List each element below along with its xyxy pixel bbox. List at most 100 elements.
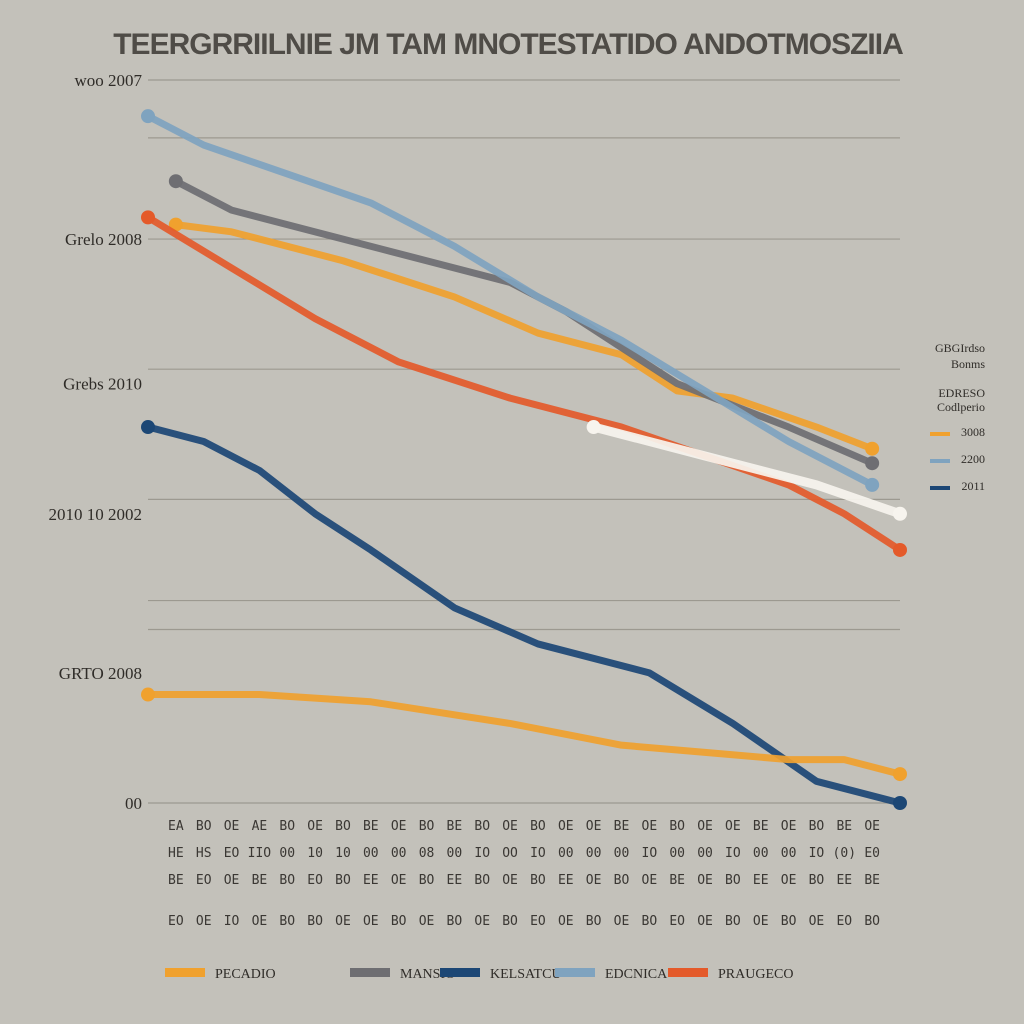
x-tick-label: OE <box>614 914 630 929</box>
data-point <box>893 542 907 557</box>
x-tick-label: BE <box>168 873 184 888</box>
y-tick-label: Grelo 2008 <box>65 230 142 249</box>
x-tick-label: OE <box>224 819 240 834</box>
data-point <box>586 420 601 435</box>
x-tick-label: IO <box>725 846 741 861</box>
x-tick-label: BO <box>196 819 212 834</box>
y-tick-label: 00 <box>125 794 142 813</box>
x-tick-label: OE <box>697 819 713 834</box>
x-tick-label: BO <box>530 873 546 888</box>
x-tick-label: E0 <box>864 846 880 861</box>
x-tick-label: BO <box>642 914 658 929</box>
x-tick-label: OE <box>753 914 769 929</box>
series-line <box>144 213 904 554</box>
x-tick-label: OE <box>586 819 602 834</box>
x-tick-label: BO <box>419 873 435 888</box>
x-tick-label: OE <box>781 819 797 834</box>
data-point <box>865 456 880 471</box>
x-tick-label: HS <box>196 846 212 861</box>
y-tick-label: 2010 10 2002 <box>49 505 143 524</box>
y-tick-label: GRTO 2008 <box>59 664 142 683</box>
x-tick-label: BO <box>391 914 407 929</box>
x-tick-label: IO <box>642 846 658 861</box>
x-tick-label: OE <box>586 873 602 888</box>
x-tick-label: EE <box>363 873 379 888</box>
data-point <box>141 420 155 435</box>
x-tick-label: BO <box>335 873 351 888</box>
data-point <box>893 506 907 521</box>
x-tick-label: OE <box>363 914 379 929</box>
legend-swatch <box>440 968 480 977</box>
x-tick-label: OO <box>502 846 518 861</box>
x-tick-label: (0) <box>833 846 856 861</box>
x-tick-label: EO <box>307 873 323 888</box>
x-tick-label: OE <box>307 819 323 834</box>
x-tick-label: BO <box>809 873 825 888</box>
chart-title: TEERGRRIILNIE JM TAM MNOTESTATIDO ANDOTM… <box>113 28 903 61</box>
x-tick-label: IIO <box>248 846 272 861</box>
x-tick-label: OE <box>252 914 268 929</box>
legend-swatch <box>165 968 205 977</box>
legend-label: EDCNICA <box>605 967 668 982</box>
x-tick-label: EA <box>168 819 184 834</box>
x-tick-label: 08 <box>419 846 435 861</box>
x-tick-label: OE <box>642 873 658 888</box>
x-tick-label: 10 <box>307 846 323 861</box>
side-legend-swatch <box>930 459 950 463</box>
x-tick-label: IO <box>224 914 240 929</box>
legend-label: PECADIO <box>215 967 276 982</box>
side-legend-subheading: EDRESO <box>938 386 985 400</box>
side-legend-swatch <box>930 432 950 436</box>
x-tick-label: OE <box>781 873 797 888</box>
legend-swatch <box>668 968 708 977</box>
x-tick-label: BO <box>279 914 295 929</box>
x-tick-label: BO <box>725 873 741 888</box>
x-tick-label: 00 <box>279 846 295 861</box>
x-tick-label: OE <box>224 873 240 888</box>
x-tick-label: OE <box>419 914 435 929</box>
series-line <box>144 112 876 489</box>
x-tick-label: EE <box>753 873 769 888</box>
x-tick-label: 00 <box>614 846 630 861</box>
x-tick-label: BO <box>502 914 518 929</box>
x-tick-label: OE <box>196 914 212 929</box>
series-line <box>589 422 905 519</box>
x-tick-label: BO <box>474 819 490 834</box>
x-tick-label: EE <box>447 873 463 888</box>
x-tick-label: OE <box>391 873 407 888</box>
x-tick-label: BO <box>864 914 880 929</box>
x-tick-label: 00 <box>558 846 574 861</box>
side-legend-heading: GBGIrdso <box>935 341 985 355</box>
x-tick-label: EO <box>168 914 184 929</box>
x-tick-label: OE <box>642 819 658 834</box>
x-tick-label: IO <box>530 846 546 861</box>
x-tick-label: OE <box>502 873 518 888</box>
x-tick-label: 00 <box>447 846 463 861</box>
x-tick-label: OE <box>697 914 713 929</box>
data-point <box>865 441 880 456</box>
x-tick-label: 10 <box>335 846 351 861</box>
legend-label: KELSATCU <box>490 967 562 982</box>
x-tick-label: BO <box>474 873 490 888</box>
x-tick-label: EO <box>836 914 852 929</box>
x-tick-label: BE <box>864 873 880 888</box>
x-tick-label: BO <box>530 819 546 834</box>
data-point <box>141 109 155 124</box>
x-tick-label: OE <box>697 873 713 888</box>
data-point <box>893 796 907 810</box>
y-tick-label: Grebs 2010 <box>63 375 142 394</box>
x-tick-label: BO <box>614 873 630 888</box>
x-tick-label: 00 <box>363 846 379 861</box>
x-tick-label: 00 <box>669 846 685 861</box>
x-tick-label: OE <box>725 819 741 834</box>
legend-swatch <box>555 968 595 977</box>
x-tick-label: BO <box>725 914 741 929</box>
side-legend-label: 3008 <box>961 425 985 439</box>
x-tick-label: BE <box>252 873 268 888</box>
x-tick-label: EE <box>558 873 574 888</box>
x-tick-label: BE <box>753 819 769 834</box>
x-tick-label: 00 <box>697 846 713 861</box>
x-tick-label: EE <box>836 873 852 888</box>
x-tick-label: HE <box>168 846 184 861</box>
